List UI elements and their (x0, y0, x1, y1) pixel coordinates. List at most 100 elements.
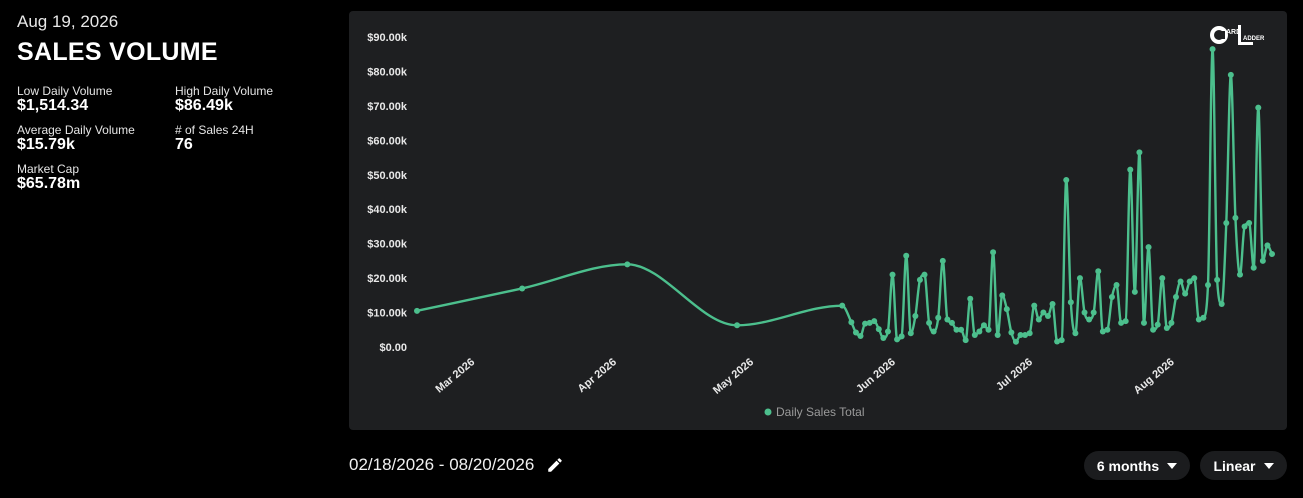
data-point (1017, 331, 1024, 338)
data-point (1049, 300, 1056, 307)
data-point (871, 318, 878, 325)
data-point (912, 313, 919, 319)
data-point (1008, 329, 1015, 336)
data-point (1172, 294, 1179, 301)
x-tick-label: Jul 2026 (994, 356, 1035, 393)
data-point (884, 328, 891, 335)
data-point (1108, 294, 1115, 301)
data-point (1218, 300, 1225, 307)
svg-text:ARD: ARD (1226, 29, 1241, 36)
data-point (1113, 282, 1120, 288)
stat-value: $65.78m (17, 175, 81, 192)
data-point (1214, 276, 1221, 283)
data-point (848, 319, 855, 326)
data-point (862, 320, 869, 327)
x-tick-label: May 2026 (711, 356, 756, 397)
stat-high-daily-volume: High Daily Volume $86.49k (175, 85, 325, 114)
data-point (990, 249, 997, 256)
data-point (1182, 290, 1189, 297)
data-point (953, 326, 960, 333)
data-point (1090, 309, 1097, 316)
stat-value: $1,514.34 (17, 97, 89, 114)
data-point (1136, 149, 1143, 156)
data-point (1072, 330, 1079, 337)
data-point (1177, 278, 1184, 285)
data-point (930, 328, 937, 335)
x-axis: Mar 2026 Apr 2026 May 2026 Jun 2026 Jul 2026… (433, 356, 1176, 397)
data-point (1054, 338, 1061, 345)
data-point (1003, 306, 1010, 313)
data-point (948, 319, 955, 326)
data-point (866, 319, 873, 326)
data-point (839, 302, 846, 309)
time-range-select[interactable]: 6 months (1084, 451, 1190, 480)
data-point (962, 337, 969, 344)
data-point (1035, 316, 1042, 323)
data-point (985, 326, 992, 333)
data-point (1191, 275, 1198, 282)
stat-value: 76 (175, 136, 193, 153)
y-tick-label: $90.00k (367, 32, 408, 44)
data-point (1012, 338, 1019, 345)
chart-legend[interactable]: Daily Sales Total (764, 405, 865, 419)
data-point (971, 331, 978, 338)
data-point (1031, 302, 1038, 309)
data-point (921, 271, 928, 278)
scale-value: Linear (1213, 457, 1256, 474)
data-point (1168, 319, 1175, 326)
scale-select[interactable]: Linear (1200, 451, 1287, 480)
data-point (1264, 242, 1271, 249)
data-point (1104, 326, 1111, 333)
y-axis: $0.00 $10.00k $20.00k $30.00k $40.00k $50.00k… (367, 32, 408, 354)
data-point (1076, 275, 1083, 282)
data-point (1150, 326, 1157, 333)
data-point (935, 314, 942, 321)
data-point (999, 292, 1006, 299)
data-point (1232, 214, 1239, 221)
sales-volume-chart: $0.00 $10.00k $20.00k $30.00k $40.00k $50.00k… (367, 32, 1275, 419)
data-point (1140, 319, 1147, 326)
x-tick-label: Aug 2026 (1132, 356, 1177, 397)
stat-value: $15.79k (17, 136, 75, 153)
y-tick-label: $60.00k (367, 135, 408, 147)
data-point (1118, 319, 1125, 326)
data-point (926, 319, 933, 326)
series-points (414, 46, 1275, 345)
data-point (916, 276, 923, 283)
data-point (958, 326, 965, 333)
data-point (1040, 309, 1047, 316)
data-point (907, 330, 914, 337)
data-point (414, 307, 420, 314)
stats-grid: Low Daily Volume $1,514.34 High Daily Vo… (17, 85, 337, 192)
stat-average-daily-volume: Average Daily Volume $15.79k (17, 124, 175, 153)
data-point (880, 335, 887, 342)
data-point (1200, 314, 1207, 321)
stat-label: Average Daily Volume (17, 123, 135, 137)
data-point (894, 336, 901, 343)
data-point (980, 322, 987, 329)
legend-label[interactable]: Daily Sales Total (776, 405, 865, 419)
data-point (519, 285, 526, 292)
data-point (1145, 244, 1152, 251)
y-tick-label: $0.00 (379, 342, 407, 354)
y-tick-label: $50.00k (367, 170, 408, 182)
data-point (1067, 299, 1074, 306)
data-point (734, 322, 741, 329)
pencil-icon[interactable] (546, 456, 564, 474)
data-point (1246, 220, 1253, 226)
data-point (1154, 321, 1161, 328)
y-tick-label: $70.00k (367, 101, 408, 113)
stat-label: High Daily Volume (175, 84, 274, 98)
y-tick-label: $80.00k (367, 66, 408, 78)
data-point (1195, 316, 1202, 323)
data-point (1227, 71, 1234, 78)
stat-value: $86.49k (175, 97, 233, 114)
data-point (1026, 330, 1033, 337)
data-point (939, 257, 946, 264)
y-tick-label: $30.00k (367, 239, 408, 251)
x-tick-label: Jun 2026 (854, 356, 898, 395)
data-point (1159, 275, 1166, 282)
sales-volume-chart-panel: $0.00 $10.00k $20.00k $30.00k $40.00k $50.00k… (349, 11, 1287, 430)
data-point (967, 295, 974, 302)
y-tick-label: $40.00k (367, 204, 408, 216)
